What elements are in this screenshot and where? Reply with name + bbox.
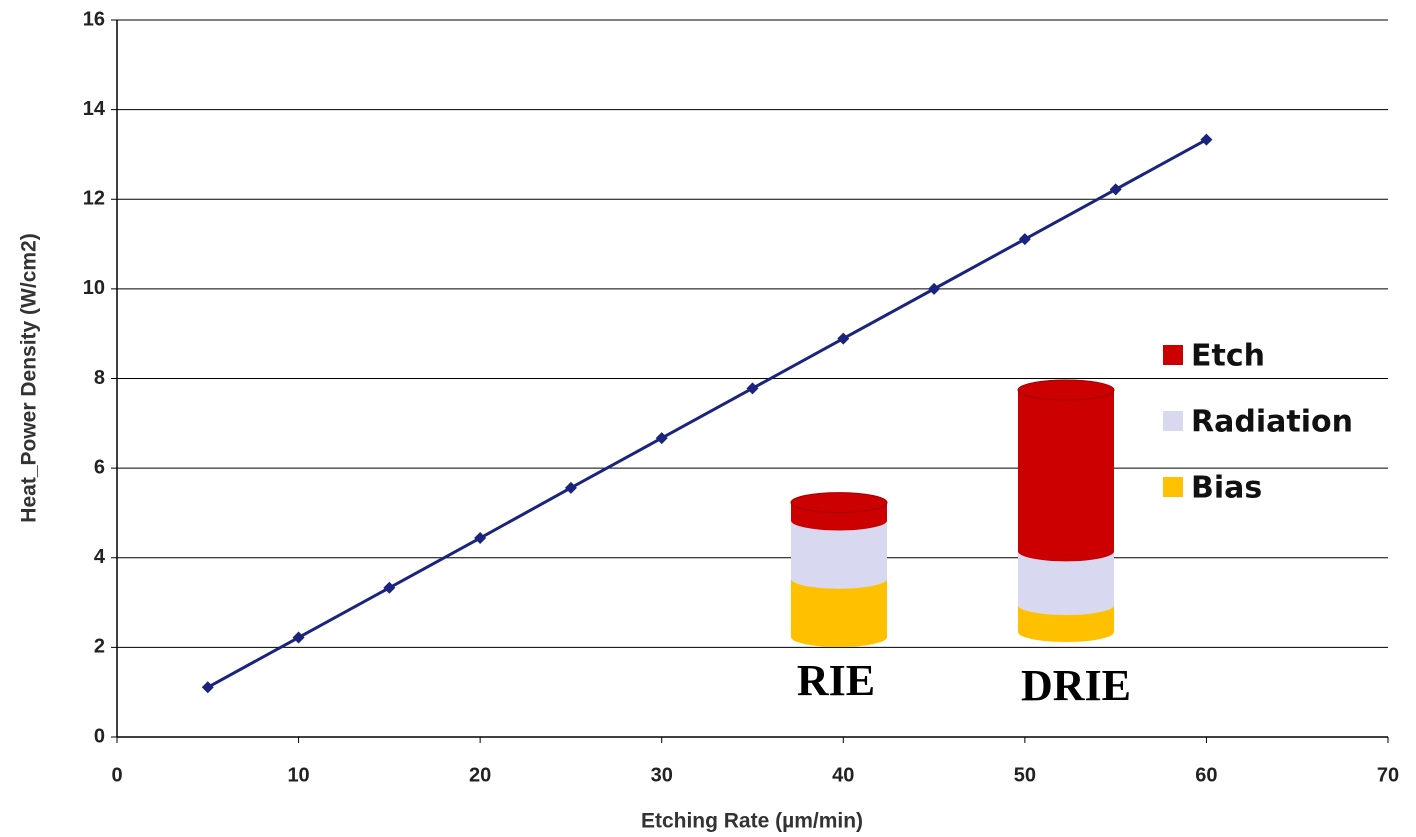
data-point xyxy=(293,632,305,644)
x-tick-label: 30 xyxy=(651,764,673,786)
category-label: DRIE xyxy=(1021,661,1131,710)
y-tick-label: 4 xyxy=(94,546,106,568)
y-tick-label: 6 xyxy=(94,456,105,478)
x-tick-label: 0 xyxy=(111,764,122,786)
y-axis-title: Heat_Power Density (W/cm2) xyxy=(18,233,41,522)
data-point xyxy=(1200,134,1212,146)
legend-swatch xyxy=(1163,477,1183,497)
x-tick-label: 70 xyxy=(1377,764,1399,786)
data-point xyxy=(202,681,214,693)
y-tick-label: 2 xyxy=(94,636,105,658)
data-point xyxy=(656,432,668,444)
legend-label: Etch xyxy=(1191,339,1265,374)
y-tick-label: 0 xyxy=(94,725,105,747)
x-tick-label: 50 xyxy=(1014,764,1036,786)
x-tick-label: 10 xyxy=(287,764,309,786)
bar xyxy=(1018,390,1114,551)
y-tick-label: 10 xyxy=(83,277,105,299)
x-tick-label: 40 xyxy=(832,764,854,786)
legend-label: Radiation xyxy=(1191,405,1353,440)
cylinder-top xyxy=(791,493,887,513)
cylinder-top xyxy=(1018,380,1114,400)
legend-swatch xyxy=(1163,345,1183,365)
legend-swatch xyxy=(1163,411,1183,431)
x-tick-label: 20 xyxy=(469,764,491,786)
data-point xyxy=(565,482,577,494)
y-tick-label: 12 xyxy=(83,188,105,210)
y-tick-label: 16 xyxy=(83,8,105,30)
data-point xyxy=(1110,183,1122,195)
data-point xyxy=(474,532,486,544)
x-tick-label: 60 xyxy=(1195,764,1217,786)
x-axis-title: Etching Rate (µm/min) xyxy=(641,810,863,833)
chart: Etching Rate (µm/min) Heat_Power Density… xyxy=(0,0,1416,837)
y-tick-label: 14 xyxy=(83,98,106,120)
data-point xyxy=(747,382,759,394)
data-point xyxy=(837,333,849,345)
y-tick-label: 8 xyxy=(94,367,105,389)
data-point xyxy=(1019,233,1031,245)
data-point xyxy=(928,283,940,295)
data-point xyxy=(383,582,395,594)
legend-label: Bias xyxy=(1191,471,1262,506)
category-label: RIE xyxy=(797,656,875,705)
